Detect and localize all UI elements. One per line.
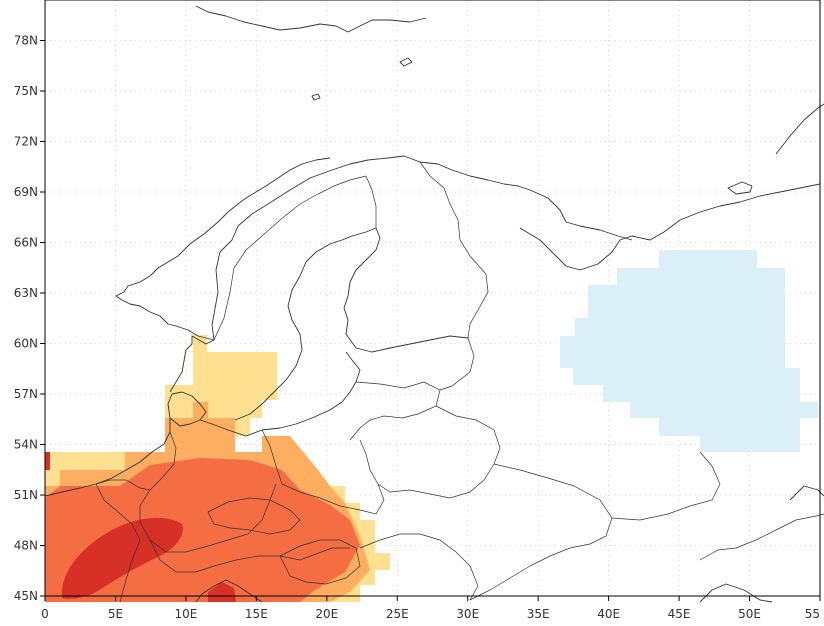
y-tick-label: 60N	[14, 337, 38, 351]
russia-west-border	[439, 337, 475, 391]
red-region-small	[208, 582, 236, 602]
finland-west-coast	[343, 227, 469, 353]
red-region-west	[45, 452, 50, 470]
france-border	[95, 483, 141, 603]
x-tick-label: 20E	[315, 607, 338, 621]
x-tick-label: 40E	[597, 607, 620, 621]
white-sea-coast	[519, 227, 665, 271]
bear-island	[311, 93, 321, 101]
norway-west-coast	[115, 157, 331, 341]
denmark-coast	[167, 391, 207, 427]
romania-moldova-border	[359, 533, 479, 601]
arctic-coast-east	[663, 183, 821, 233]
adriatic-coast	[195, 579, 263, 603]
belarus-border	[359, 405, 501, 499]
y-tick-label: 57N	[14, 387, 38, 401]
red-region	[62, 517, 183, 599]
y-tick-label: 54N	[14, 438, 38, 452]
x-tick-label: 30E	[456, 607, 479, 621]
sea-of-azov	[789, 485, 824, 501]
y-tick-label: 51N	[14, 488, 38, 502]
baltic-south-coast	[199, 351, 361, 437]
x-tick-label: 35E	[527, 607, 550, 621]
alps-borders	[149, 539, 350, 573]
baltic-states-borders	[349, 381, 441, 441]
kolguev-island	[727, 181, 753, 195]
y-tick-label: 75N	[14, 84, 38, 98]
sweden-east-coast	[234, 227, 377, 421]
x-tick-label: 50E	[738, 607, 761, 621]
black-sea-coast	[699, 583, 773, 603]
svalbard-coast	[195, 5, 427, 33]
y-tick-label: 72N	[14, 135, 38, 149]
sweden-finland-border	[365, 175, 377, 228]
y-tick-label: 66N	[14, 236, 38, 250]
czech-border	[207, 497, 301, 535]
x-tick-label: 15E	[245, 607, 268, 621]
light-blue-region	[560, 250, 818, 452]
hungary-border	[279, 539, 361, 585]
continent-west-coast	[44, 418, 171, 497]
y-tick-label: 45N	[14, 589, 38, 603]
benelux-border	[95, 479, 151, 491]
caucasus-border	[699, 513, 824, 561]
norway-sweden-border	[213, 175, 367, 341]
x-tick-label: 25E	[386, 607, 409, 621]
y-tick-label: 48N	[14, 539, 38, 553]
ukraine-border	[469, 463, 613, 601]
poland-border	[261, 429, 385, 515]
x-axis: 0 5E 10E 15E 20E 25E 30E 35E 40E 45E 50E 55	[41, 596, 821, 621]
svalbard-island	[399, 57, 413, 67]
x-tick-label: 55	[805, 607, 820, 621]
map-frame	[44, 0, 821, 597]
x-tick-label: 10E	[174, 607, 197, 621]
x-tick-label: 5E	[108, 607, 123, 621]
russia-ukraine-border	[611, 451, 721, 521]
y-tick-label: 63N	[14, 286, 38, 300]
y-tick-label: 78N	[14, 34, 38, 48]
x-tick-label: 45E	[668, 607, 691, 621]
country-borders	[95, 161, 824, 603]
x-tick-label: 0	[41, 607, 49, 621]
y-axis: 45N 48N 51N 54N 57N 60N 63N 66N 69N 72N 75N 78N	[14, 34, 45, 603]
shaded-field	[45, 250, 818, 602]
germany-border	[139, 431, 277, 553]
finland-russia-border	[419, 161, 489, 339]
y-tick-label: 69N	[14, 185, 38, 199]
